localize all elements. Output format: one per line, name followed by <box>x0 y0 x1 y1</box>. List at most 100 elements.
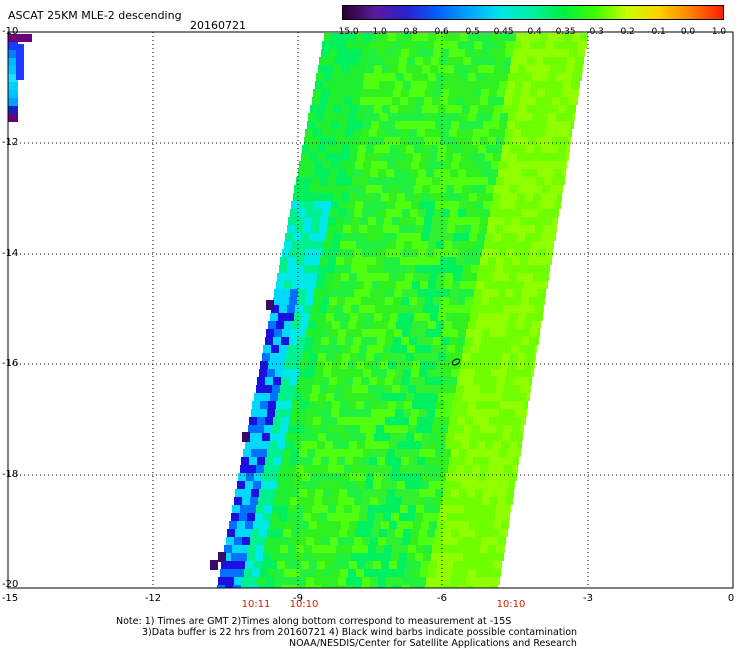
colorbar-segment <box>517 5 521 20</box>
swath-cell <box>382 145 390 153</box>
swath-cell <box>518 393 526 401</box>
swath-cell <box>509 233 517 241</box>
swath-cell <box>240 545 248 553</box>
swath-cell <box>491 201 499 209</box>
swath-cell <box>389 193 397 201</box>
swath-cell <box>384 97 392 105</box>
swath-cell <box>470 145 478 153</box>
swath-cell <box>352 257 360 265</box>
swath-cell <box>421 153 429 161</box>
swath-cell <box>303 513 311 521</box>
swath-cell <box>456 425 464 433</box>
swath-cell <box>456 465 464 473</box>
swath-cell <box>291 489 299 497</box>
colorbar-segment <box>701 5 706 20</box>
swath-cell <box>437 481 445 489</box>
swath-cell <box>480 505 488 513</box>
swath-cell <box>365 481 373 489</box>
colorbar-segment <box>580 5 585 20</box>
swath-cell <box>446 105 454 113</box>
swath-cell <box>360 177 368 185</box>
swath-cell <box>485 193 493 201</box>
swath-cell <box>457 377 465 385</box>
swath-cell <box>220 569 228 577</box>
swath-cell <box>434 329 442 337</box>
swath-cell <box>472 257 480 265</box>
swath-cell <box>412 33 420 41</box>
swath-cell <box>471 305 479 313</box>
swath-cell <box>470 393 478 401</box>
swath-cell <box>286 393 294 401</box>
swath-cell <box>369 337 377 345</box>
swath-cell <box>489 457 497 465</box>
swath-cell <box>306 249 314 257</box>
swath-cell <box>317 153 325 161</box>
swath-cell <box>470 433 478 441</box>
swath-cell <box>561 129 569 137</box>
swath-cell <box>464 97 472 105</box>
swath-cell <box>283 369 291 377</box>
swath-cell <box>336 217 344 225</box>
swath-cell <box>352 97 360 105</box>
swath-cell <box>433 377 441 385</box>
swath-cell <box>232 545 240 553</box>
swath-cell <box>541 193 549 201</box>
swath-cell <box>279 265 287 273</box>
swath-cell <box>268 569 276 577</box>
swath-cell <box>362 537 370 545</box>
swath-cell <box>524 321 532 329</box>
swath-cell <box>358 393 366 401</box>
swath-cell <box>511 305 519 313</box>
swath-cell <box>534 185 542 193</box>
swath-cell <box>298 289 306 297</box>
swath-cell <box>341 273 349 281</box>
swath-cell <box>436 321 444 329</box>
swath-cell <box>328 545 336 553</box>
swath-cell <box>343 345 351 353</box>
swath-cell <box>362 329 370 337</box>
swath-cell <box>394 289 402 297</box>
swath-cell <box>236 569 244 577</box>
swath-cell <box>300 321 308 329</box>
swath-cell <box>252 401 260 409</box>
swath-cell <box>319 513 327 521</box>
swath-cell <box>360 217 368 225</box>
swath-cell <box>346 41 354 49</box>
swath-cell <box>331 409 339 417</box>
swath-cell <box>478 65 486 73</box>
swath-cell <box>435 449 443 457</box>
swath-cell <box>442 169 450 177</box>
map-date: 20160721 <box>190 19 246 32</box>
swath-cell <box>402 249 410 257</box>
swath-cell <box>476 241 484 249</box>
swath-cell <box>417 89 425 97</box>
swath-cell <box>411 81 419 89</box>
swath-cell <box>408 385 416 393</box>
swath-cell <box>408 137 416 145</box>
swath-cell <box>341 233 349 241</box>
swath-cell <box>498 41 506 49</box>
swath-cell <box>541 273 549 281</box>
swath-cell <box>449 89 457 97</box>
swath-cell <box>318 393 326 401</box>
swath-cell <box>380 401 388 409</box>
swath-cell <box>410 537 418 545</box>
swath-cell <box>361 585 369 588</box>
swath-cell <box>362 169 370 177</box>
swath-cell <box>341 153 349 161</box>
swath-cell <box>503 265 511 273</box>
swath-cell <box>333 521 341 529</box>
swath-cell <box>512 425 520 433</box>
swath-cell <box>489 337 497 345</box>
swath-cell <box>336 137 344 145</box>
swath-cell <box>491 81 499 89</box>
swath-cell <box>432 257 440 265</box>
colorbar-segment <box>364 5 369 20</box>
swath-cell <box>311 225 319 233</box>
colorbar-segment <box>634 5 639 20</box>
swath-cell <box>285 273 293 281</box>
swath-cell <box>523 369 531 377</box>
swath-cell <box>446 473 454 481</box>
colorbar-segment <box>469 5 474 20</box>
swath-cell <box>504 97 512 105</box>
